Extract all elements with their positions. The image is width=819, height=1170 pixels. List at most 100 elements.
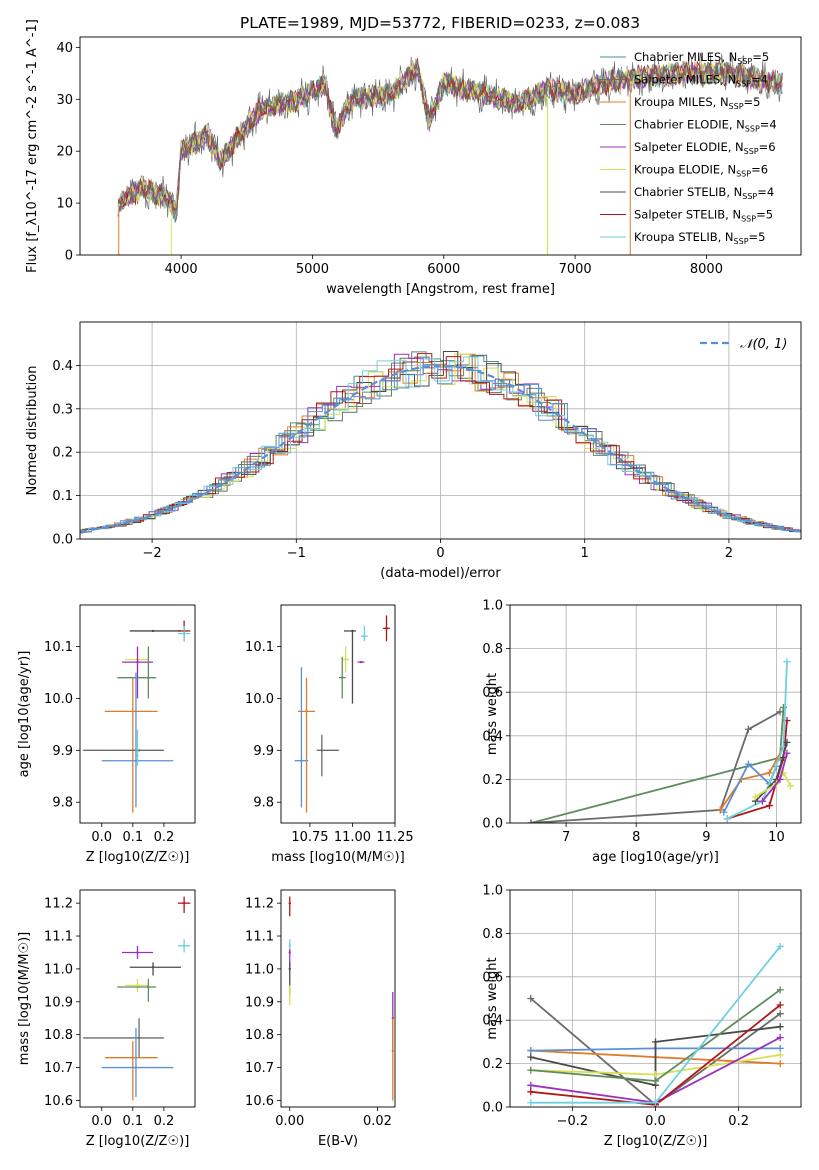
data-point xyxy=(288,901,291,905)
x-axis-label: Z [log10(Z/Z☉)] xyxy=(86,850,190,865)
axes-frame xyxy=(280,889,396,1108)
data-point xyxy=(136,951,139,954)
x-axis-label: mass [log10(M/M☉)] xyxy=(271,850,404,865)
data-point xyxy=(182,901,186,905)
x-tick-label: 0.0 xyxy=(91,1114,112,1129)
x-tick-label: 0.2 xyxy=(154,1114,175,1129)
y-tick-label: 9.8 xyxy=(52,796,73,811)
axes-frame xyxy=(509,604,802,824)
series-marker xyxy=(527,819,535,823)
legend-label: Chabrier ELODIE, NSSP=4 xyxy=(634,118,777,134)
y-tick-label: 11.1 xyxy=(245,930,274,945)
y-tick-label: 10.1 xyxy=(245,640,274,655)
mass_vs_ebv-panel: 0.00 0.02 10.6 10.7 10.8 10.9 11.0 11.1 11.2 E(B-… xyxy=(245,889,396,1149)
x-tick-label: −1 xyxy=(287,546,306,561)
y-tick-label: 40 xyxy=(56,41,73,56)
mass_vs_ebv-plot xyxy=(288,896,395,1101)
x-tick-label: 0.1 xyxy=(122,830,143,845)
data-point xyxy=(320,749,324,752)
x-tick-label: 6000 xyxy=(427,262,460,277)
x-axis-label: (data-model)/error xyxy=(380,566,501,581)
series-marker xyxy=(744,760,752,768)
y-tick-label: 10.6 xyxy=(245,1094,274,1109)
spectrum-line-salpeter-miles xyxy=(117,58,783,223)
normal-curve xyxy=(80,364,801,533)
series-marker xyxy=(652,1099,659,1107)
y-axis-label: mass weight xyxy=(485,673,500,755)
y-tick-label: 10.6 xyxy=(44,1094,73,1109)
x-tick-label: 0.00 xyxy=(275,1114,304,1129)
legend-label: Chabrier STELIB, NSSP=4 xyxy=(634,185,774,201)
data-point xyxy=(137,1036,141,1040)
series-marker xyxy=(776,1044,784,1052)
mass_vs_Z-plot xyxy=(83,896,191,1101)
y-tick-label: 0.2 xyxy=(482,773,503,788)
y-tick-label: 11.0 xyxy=(245,962,274,977)
series-marker xyxy=(527,1066,535,1074)
series-marker xyxy=(527,1099,535,1107)
y-axis-label: mass [log10(M/M☉)] xyxy=(17,932,32,1065)
series-marker xyxy=(744,725,752,733)
series-marker xyxy=(720,808,728,816)
data-point xyxy=(137,749,141,752)
series-marker xyxy=(776,1010,784,1018)
massweight_vs_Z-panel: −0.2 0.0 0.2 0.0 0.2 0.4 0.6 0.8 1.0 Z [log10(Z/Z… xyxy=(482,884,802,1149)
x-axis-label: Z [log10(Z/Z☉)] xyxy=(604,1134,708,1149)
series-marker xyxy=(527,995,535,1002)
age_vs_Z-panel: 0.0 0.1 0.2 9.8 9.9 10.0 10.1 Z [log10(Z/Z☉)] ag… xyxy=(17,604,196,865)
data-point xyxy=(385,627,388,630)
data-point xyxy=(288,944,291,948)
spectrum-legend: Chabrier MILES, NSSP=5 Salpeter MILES, NS… xyxy=(600,50,777,246)
series-marker xyxy=(716,806,724,814)
spectrum-plot xyxy=(117,51,783,255)
data-point xyxy=(151,629,155,633)
series-marker xyxy=(723,815,731,823)
series-marker xyxy=(751,793,759,801)
series-marker xyxy=(527,1081,535,1089)
data-point xyxy=(134,759,138,762)
y-tick-label: 0.1 xyxy=(52,489,73,504)
series-marker xyxy=(652,1070,659,1078)
massweight_vs_age-panel: 7 8 9 10 0.0 0.2 0.4 0.6 0.8 1.0 age [log10(age/yr… xyxy=(482,599,802,865)
x-tick-label: 7000 xyxy=(559,262,592,277)
series-marker xyxy=(783,749,791,757)
age_vs_mass-plot xyxy=(294,615,390,813)
y-tick-label: 9.9 xyxy=(52,744,73,759)
series-marker xyxy=(758,797,766,805)
mass_vs_Z-panel: 0.0 0.1 0.2 10.6 10.7 10.8 10.9 11.0 11.1 11.2 Z [… xyxy=(17,889,196,1149)
y-axis-label: age [log10(age/yr)] xyxy=(17,651,32,778)
y-axis-label: Normed distribution xyxy=(25,366,40,496)
series-marker xyxy=(765,802,773,810)
x-tick-label: 0 xyxy=(436,546,444,561)
massweight_vs_Z-plot xyxy=(527,942,784,1107)
x-axis-label: E(B-V) xyxy=(318,1134,358,1149)
y-tick-label: 0.6 xyxy=(482,970,503,985)
x-tick-label: 0.2 xyxy=(154,830,175,845)
x-tick-label: 11.25 xyxy=(376,830,413,845)
legend-label: Salpeter STELIB, NSSP=5 xyxy=(634,208,773,224)
y-tick-label: 9.9 xyxy=(253,744,274,759)
legend-label: Chabrier MILES, NSSP=5 xyxy=(634,50,769,66)
y-tick-label: 9.8 xyxy=(253,796,274,811)
y-tick-label: 10.9 xyxy=(44,995,73,1010)
y-tick-label: 1.0 xyxy=(482,599,503,614)
x-axis-label: age [log10(age/yr)] xyxy=(592,850,719,865)
y-tick-label: 10.8 xyxy=(44,1028,73,1043)
y-tick-label: 0 xyxy=(65,249,73,264)
y-tick-label: 0.8 xyxy=(482,642,503,657)
y-tick-label: 0.4 xyxy=(482,1014,503,1029)
data-point xyxy=(147,985,150,989)
residual_hist-panel: −2 −1 0 1 2 0.0 0.1 0.2 0.3 0.4 (data-model)/error… xyxy=(25,321,802,581)
data-point xyxy=(131,1056,135,1059)
y-tick-label: 0.0 xyxy=(482,817,503,832)
x-tick-label: 0.1 xyxy=(122,1114,143,1129)
y-tick-label: 10.0 xyxy=(44,692,73,707)
y-tick-label: 0.3 xyxy=(52,402,73,417)
series-marker xyxy=(776,942,784,950)
legend-label: Kroupa MILES, NSSP=5 xyxy=(634,95,760,111)
y-tick-label: 0.8 xyxy=(482,927,503,942)
residual_hist-plot xyxy=(80,351,801,534)
y-tick-label: 0.4 xyxy=(482,729,503,744)
age_vs_Z-plot xyxy=(83,620,191,813)
series-marker xyxy=(776,1060,784,1068)
